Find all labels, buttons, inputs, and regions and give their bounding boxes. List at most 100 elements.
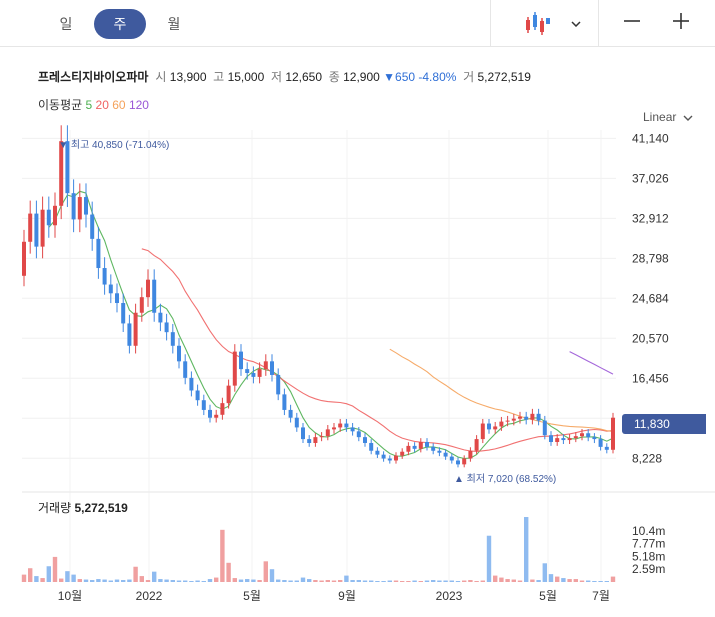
volume-bar [443, 580, 448, 582]
candle-body [418, 442, 423, 449]
volume-bar [90, 580, 95, 582]
candle-body [505, 420, 510, 422]
chevron-down-icon[interactable] [566, 0, 586, 46]
candle-body [332, 427, 336, 430]
period-daily-tab[interactable]: 일 [59, 16, 73, 32]
candle-body [480, 423, 485, 440]
open-price: 13,900 [169, 70, 207, 84]
volume-bar [145, 580, 151, 582]
volume-bar [195, 580, 200, 582]
candle-body [567, 438, 572, 441]
candle-body [356, 431, 361, 438]
volume-bar [96, 579, 101, 582]
volume-bar [338, 580, 343, 582]
candle-body [604, 446, 609, 450]
high-annotation: ▼ 최고 40,850 (-71.04%) [58, 139, 169, 151]
candle-body [294, 417, 299, 428]
volume-bar [214, 577, 219, 582]
volume-tick-label: 5.18m [632, 549, 665, 563]
ma-5-label: 5 [85, 98, 93, 112]
period-monthly-tab[interactable]: 월 [167, 16, 181, 32]
volume-bar [493, 575, 498, 582]
y-tick-label: 37,026 [632, 171, 669, 185]
volume-bar [449, 580, 454, 582]
volume-bar [300, 577, 306, 582]
volume-bar [431, 580, 436, 582]
candle-body [325, 429, 330, 437]
x-tick-label: 10월 [58, 589, 82, 603]
volume-bar [412, 580, 417, 582]
period-weekly-tab[interactable]: 주 [94, 9, 146, 39]
volume-bar [387, 580, 392, 582]
volume-bar [474, 581, 479, 582]
candle-body [307, 439, 312, 443]
candle-body [313, 437, 318, 443]
volume-bar [21, 574, 27, 582]
y-tick-label: 41,140 [632, 131, 669, 145]
candle-body [288, 409, 293, 418]
volume-tick-label: 10.4m [632, 524, 665, 538]
volume-value: 5,272,519 [477, 70, 531, 84]
volume-bar [307, 579, 312, 582]
zoom-in-button[interactable] [664, 0, 698, 46]
ma-120-line [569, 351, 614, 375]
candle-body [40, 209, 45, 247]
volume-bar [418, 581, 423, 582]
volume-bar [108, 580, 113, 582]
candle-body [245, 369, 250, 373]
volume-bar [331, 580, 337, 582]
volume-bar [548, 574, 554, 582]
volume-bar [555, 576, 560, 582]
ma-120-label: 120 [128, 98, 149, 112]
candle-body [344, 423, 349, 428]
candle-body [189, 377, 194, 391]
candle-body [518, 416, 522, 419]
volume-bar [362, 580, 368, 582]
volume-bar [152, 571, 157, 582]
candle-body [183, 361, 188, 378]
candle-body [201, 400, 206, 410]
volume-bar [65, 571, 70, 582]
candle-body [239, 351, 243, 370]
candle-body [536, 413, 541, 421]
candle-body [96, 238, 101, 269]
x-tick-label: 5월 [539, 589, 557, 603]
candle-body [456, 460, 460, 465]
candle-body [263, 361, 268, 370]
candle-body [276, 374, 281, 395]
candle-body [139, 297, 144, 313]
candle-body [449, 456, 454, 461]
volume-bar [46, 566, 51, 582]
candle-body [406, 445, 411, 452]
candle-body [431, 446, 436, 451]
candle-body [487, 423, 491, 430]
candle-body [34, 213, 39, 247]
candle-body [493, 426, 498, 430]
x-tick-label: 2023 [436, 589, 463, 603]
volume-bar [245, 579, 250, 582]
zoom-out-button[interactable] [615, 0, 649, 46]
volume-bar [381, 581, 386, 582]
current-price-tag: 11,830 [622, 414, 706, 434]
volume-bar [455, 581, 461, 582]
volume-bar [251, 579, 256, 582]
ma-60-label: 60 [112, 98, 126, 112]
volume-bar [319, 580, 324, 582]
volume-bar [170, 580, 175, 582]
ma-20-label: 20 [95, 98, 109, 112]
volume-bar [294, 580, 299, 582]
plus-icon [673, 13, 689, 29]
candle-body [77, 197, 82, 220]
candlestick-icon[interactable] [520, 0, 554, 46]
volume-legend: 거래량 5,272,519 [38, 501, 128, 515]
scale-mode-dropdown[interactable]: Linear [643, 110, 693, 124]
volume-bar [499, 577, 504, 582]
candle-body [443, 452, 448, 457]
volume-bar [263, 561, 268, 582]
candle-body [251, 372, 256, 377]
volume-bar [102, 579, 107, 582]
volume-bar [164, 579, 169, 582]
volume-bar [133, 566, 138, 582]
volume-bar [356, 580, 361, 582]
